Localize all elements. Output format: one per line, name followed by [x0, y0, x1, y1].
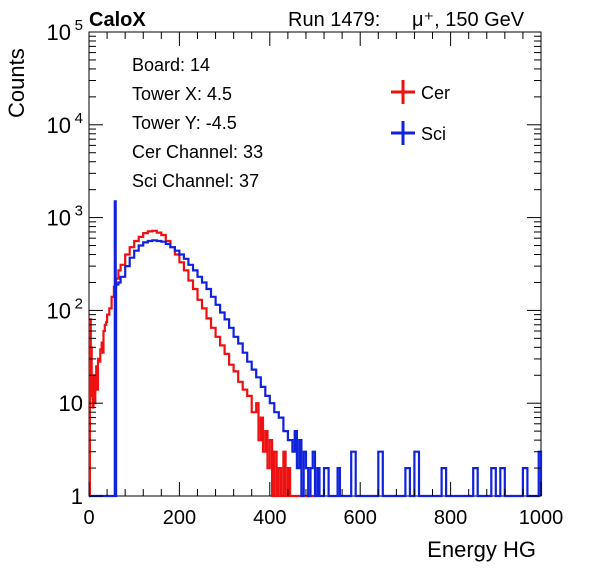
y-axis-label: Counts: [4, 48, 29, 118]
x-tick-label: 400: [253, 507, 286, 529]
series-cer-line: [88, 229, 315, 498]
legend-cer-label: Cer: [421, 83, 450, 103]
info-line-tower-x: Tower X: 4.5: [132, 84, 232, 104]
series-layer: [88, 200, 543, 498]
y-tick-label: 1: [71, 484, 83, 509]
x-axis-label: Energy HG: [427, 537, 536, 562]
y-tick-label: 10: [47, 113, 71, 138]
x-tick-label: 800: [434, 507, 467, 529]
series-sci-line: [89, 200, 543, 498]
x-tick-label: 0: [83, 507, 94, 529]
x-tick-label: 200: [163, 507, 196, 529]
x-tick-label: 600: [344, 507, 377, 529]
x-tick-label: 1000: [519, 507, 564, 529]
info-line-cer-channel: Cer Channel: 33: [132, 142, 263, 162]
y-tick-label: 10: [47, 298, 71, 323]
y-tick-exponent: 2: [75, 295, 83, 312]
y-tick-exponent: 4: [75, 110, 83, 127]
legend: Cer Sci: [391, 80, 450, 145]
header-left-label: CaloX: [89, 9, 146, 31]
y-tick-exponent: 5: [75, 17, 83, 34]
info-line-tower-y: Tower Y: -4.5: [132, 113, 237, 133]
y-tick-label: 10: [47, 20, 71, 45]
header-run-label: Run 1479:: [288, 9, 380, 31]
y-tick-exponent: 3: [75, 203, 83, 220]
legend-sci-label: Sci: [421, 124, 446, 144]
info-line-board: Board: 14: [132, 55, 210, 75]
y-tick-label: 10: [59, 391, 83, 416]
y-tick-label: 10: [47, 206, 71, 231]
info-line-sci-channel: Sci Channel: 37: [132, 171, 259, 191]
header-particle-label: μ⁺, 150 GeV: [412, 9, 525, 31]
